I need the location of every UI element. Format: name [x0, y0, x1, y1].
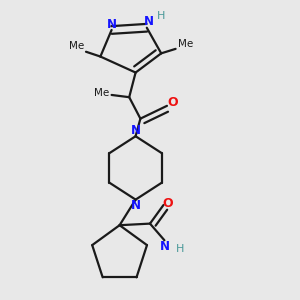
Text: Me: Me: [94, 88, 109, 98]
Text: Me: Me: [69, 41, 84, 51]
Text: N: N: [106, 18, 117, 31]
Text: H: H: [157, 11, 165, 21]
Text: H: H: [176, 244, 184, 254]
Text: O: O: [163, 196, 173, 210]
Text: N: N: [159, 239, 170, 253]
Text: N: N: [130, 124, 141, 137]
Text: O: O: [167, 96, 178, 109]
Text: Me: Me: [178, 39, 193, 49]
Text: N: N: [130, 199, 141, 212]
Text: N: N: [143, 16, 153, 28]
